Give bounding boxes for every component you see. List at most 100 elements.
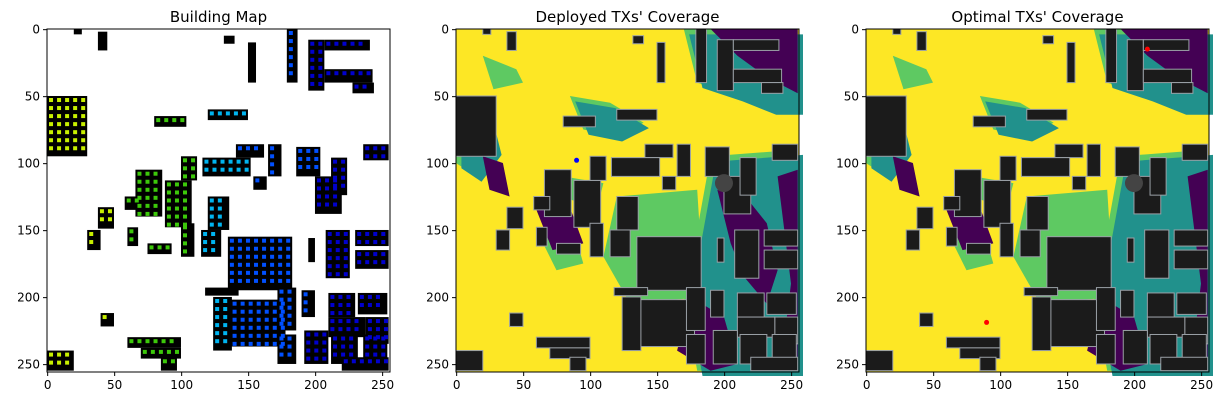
rx-point	[287, 344, 292, 349]
rx-point	[65, 360, 70, 365]
building-footprint	[905, 229, 921, 251]
building-footprint	[1026, 195, 1049, 231]
rx-point	[166, 182, 171, 187]
rx-point	[365, 336, 370, 341]
rx-point	[279, 352, 284, 357]
x-tick-label: 250	[1190, 378, 1213, 392]
rx-point	[381, 231, 386, 236]
rx-point	[373, 352, 378, 357]
rx-point	[272, 341, 277, 346]
rx-point	[346, 327, 351, 332]
rx-point	[248, 333, 253, 338]
rx-point	[343, 264, 348, 269]
rx-point	[341, 183, 346, 188]
building-footprint	[739, 157, 757, 196]
building-footprint	[100, 313, 114, 327]
building-footprint	[1149, 157, 1167, 196]
building-footprint	[562, 115, 596, 128]
x-tick-label: 0	[863, 378, 871, 392]
rx-point	[310, 57, 315, 62]
rx-point	[310, 81, 315, 86]
rx-point	[333, 352, 338, 357]
rx-point	[153, 211, 158, 216]
rx-point	[245, 246, 250, 251]
rx-point	[278, 278, 283, 283]
rx-point	[383, 319, 388, 324]
rx-point	[350, 41, 355, 46]
rx-point	[279, 297, 284, 302]
rx-point	[318, 41, 323, 46]
rx-point	[272, 301, 277, 306]
building-footprint	[644, 143, 674, 159]
rx-point	[262, 262, 267, 267]
building-footprint	[1126, 39, 1144, 92]
rx-point	[262, 238, 267, 243]
rx-point	[174, 182, 179, 187]
rx-point	[279, 313, 284, 318]
rx-point	[341, 167, 346, 172]
building-footprint	[763, 249, 799, 270]
rx-point	[183, 233, 188, 238]
rx-point	[240, 309, 245, 314]
rx-point	[306, 165, 311, 170]
rx-point	[57, 122, 62, 127]
rx-point	[211, 240, 216, 245]
rx-point	[333, 178, 338, 183]
building-footprint	[712, 329, 738, 365]
rx-point	[209, 198, 214, 203]
building-footprint	[685, 287, 706, 331]
rx-point	[142, 349, 147, 354]
building-footprint	[533, 195, 551, 211]
rx-point	[325, 202, 330, 207]
rx-point	[314, 165, 319, 170]
building-footprint	[509, 312, 524, 327]
rx-point	[99, 209, 104, 214]
rx-point	[262, 246, 267, 251]
rx-point	[343, 231, 348, 236]
rx-point	[346, 294, 351, 299]
rx-point	[237, 238, 242, 243]
rx-point	[89, 231, 94, 236]
rx-point	[209, 111, 214, 116]
rx-point	[270, 254, 275, 259]
rx-point	[256, 333, 261, 338]
rx-point	[183, 182, 188, 187]
rx-point	[373, 231, 378, 236]
rx-point	[212, 159, 217, 164]
building-footprint	[325, 229, 350, 279]
rx-point	[220, 159, 225, 164]
rx-point	[338, 303, 343, 308]
rx-point	[256, 301, 261, 306]
building-footprint	[202, 157, 251, 177]
rx-point	[183, 174, 188, 179]
rx-point	[349, 344, 354, 349]
rx-point	[286, 238, 291, 243]
rx-point	[107, 217, 112, 222]
building-footprint	[589, 155, 607, 181]
rx-point	[256, 341, 261, 346]
y-tick-label: 250	[426, 358, 449, 372]
y-tick-label: 150	[17, 224, 40, 238]
rx-point	[49, 98, 54, 103]
rx-point	[366, 71, 371, 76]
coverage-region-mid	[892, 55, 933, 90]
rx-point	[310, 49, 315, 54]
rx-point	[327, 256, 332, 261]
plot-frame	[455, 28, 800, 373]
rx-point	[325, 186, 330, 191]
rx-point	[334, 41, 339, 46]
rx-point	[306, 340, 311, 345]
building-footprint	[1142, 39, 1190, 51]
rx-point	[137, 187, 142, 192]
rx-point	[286, 262, 291, 267]
y-tick-label: 150	[836, 224, 859, 238]
tx-marker	[574, 157, 580, 163]
building-footprint	[616, 108, 658, 121]
building-footprint	[357, 292, 388, 315]
building-footprint	[760, 82, 784, 94]
y-tick-label: 250	[836, 358, 859, 372]
rx-point	[162, 359, 167, 364]
building-footprint	[766, 292, 797, 315]
rx-point	[73, 122, 78, 127]
rx-point	[341, 336, 346, 341]
